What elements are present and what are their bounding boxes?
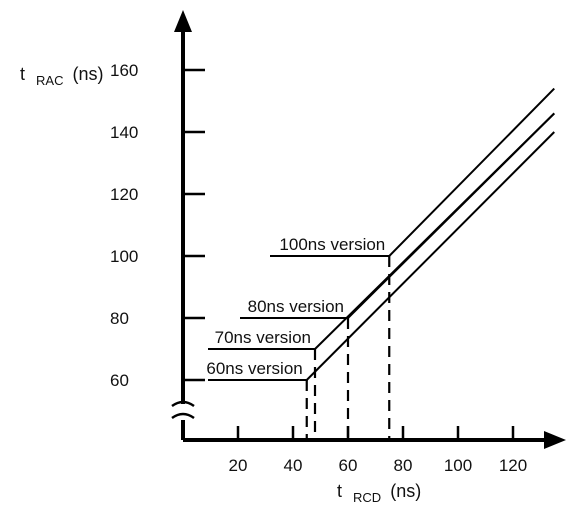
x-axis-label-main: t — [337, 481, 342, 501]
axis-break-gap — [175, 404, 191, 420]
y-tick-label: 120 — [110, 185, 138, 204]
series-labels: 60ns version 70ns version 80ns version 100n… — [206, 235, 385, 378]
x-tick-label: 100 — [444, 456, 472, 475]
y-tick-label: 140 — [110, 123, 138, 142]
axis-break-mark — [171, 412, 195, 420]
axis-break-mark — [171, 400, 195, 408]
x-axis-label-unit: (ns) — [390, 481, 421, 501]
x-tick-label: 20 — [229, 456, 248, 475]
y-tick-label: 60 — [110, 371, 129, 390]
series-slope-line — [347, 112, 555, 319]
series-label: 60ns version — [206, 359, 302, 378]
x-tick-label: 60 — [339, 456, 358, 475]
x-tick-label: 80 — [394, 456, 413, 475]
series-slope-line — [388, 87, 555, 257]
x-axis-label: t RCD (ns) — [337, 481, 421, 506]
y-axis-arrow — [174, 10, 192, 32]
y-axis-label-sub: RAC — [36, 73, 63, 88]
axes — [171, 10, 566, 449]
series-label: 70ns version — [215, 328, 311, 347]
ticks: 60 80 100 120 140 160 20 40 60 80 100 120 — [110, 61, 527, 475]
y-axis-label-main: t — [20, 64, 25, 84]
x-tick-label: 120 — [499, 456, 527, 475]
y-tick-label: 160 — [110, 61, 138, 80]
x-axis-label-sub: RCD — [353, 490, 381, 505]
series-lines — [208, 87, 555, 440]
series-label: 80ns version — [248, 297, 344, 316]
y-axis-label: t RAC (ns) — [20, 64, 104, 89]
x-axis-arrow — [544, 431, 566, 449]
y-axis-label-unit: (ns) — [73, 64, 104, 84]
y-tick-label: 100 — [110, 247, 138, 266]
x-tick-label: 40 — [284, 456, 303, 475]
series-label: 100ns version — [279, 235, 385, 254]
y-tick-label: 80 — [110, 309, 129, 328]
